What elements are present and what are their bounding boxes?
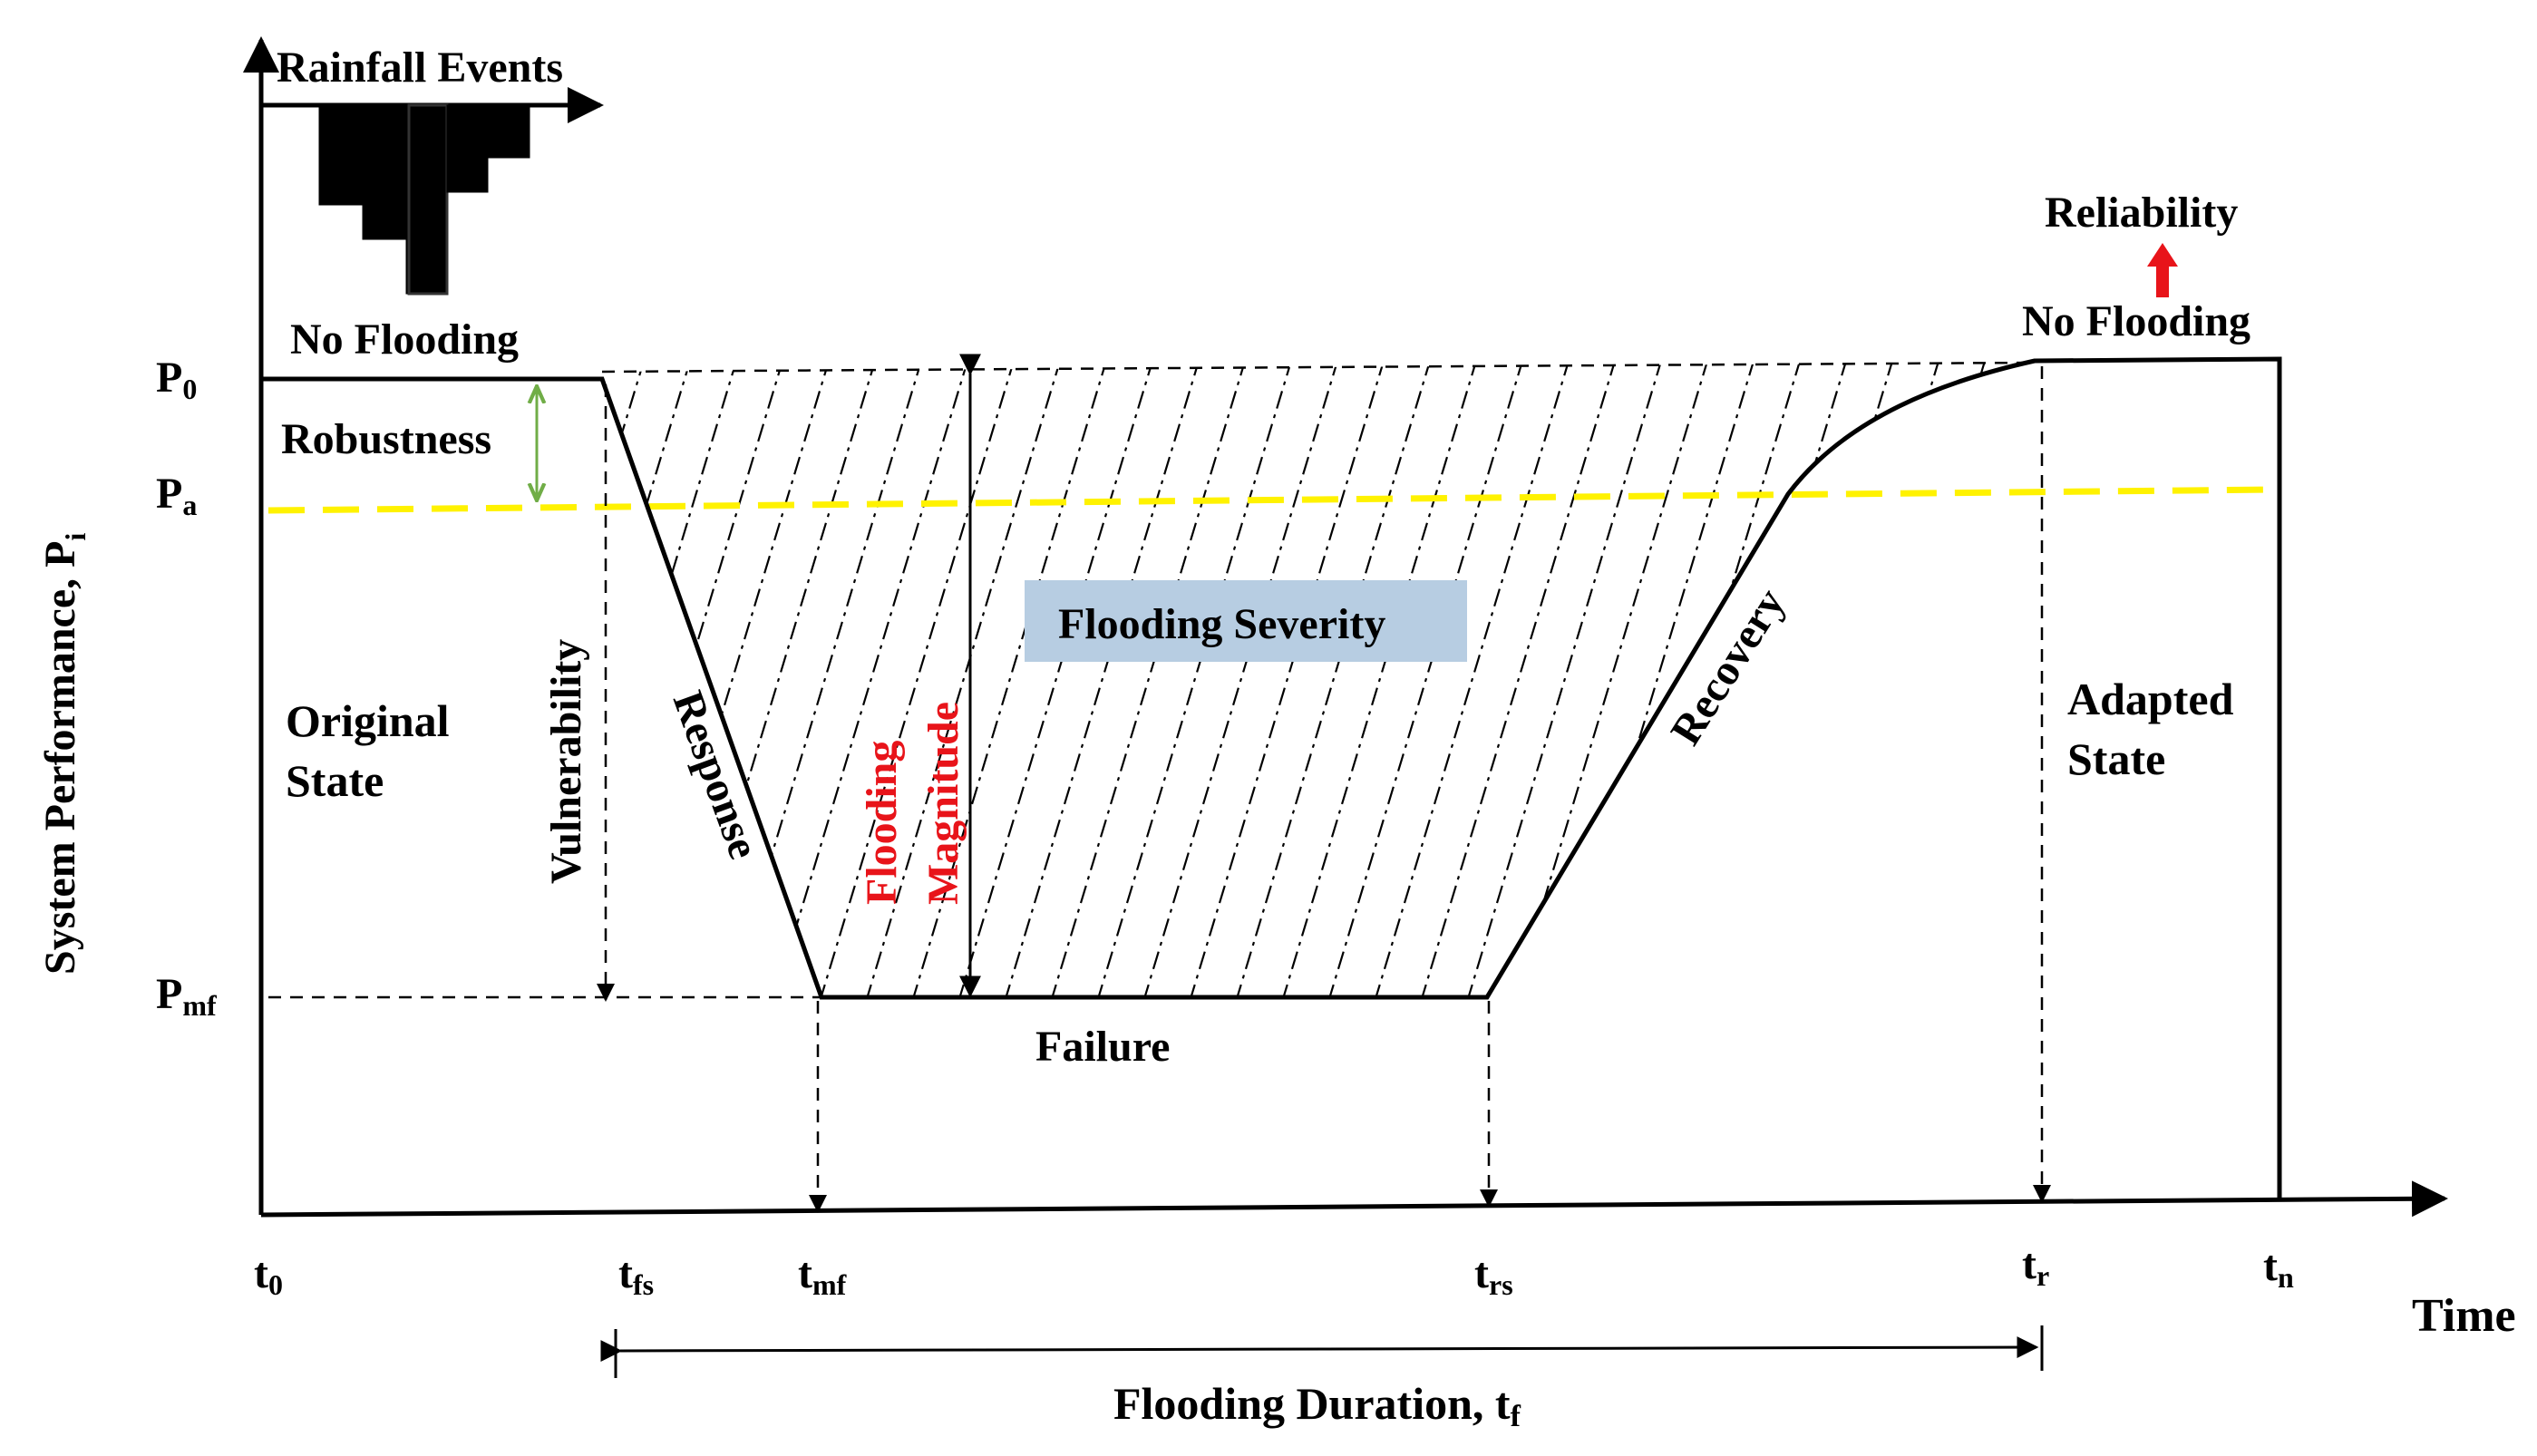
rainfall-hyetograph (318, 103, 530, 296)
reliability-arrow (2147, 243, 2178, 297)
flooding-magnitude-label-line2: Magnitude (919, 702, 967, 905)
response-label: Response (664, 685, 768, 866)
system-performance-curve (263, 356, 2282, 1199)
flooding-magnitude-label-line1: Flooding (858, 741, 906, 905)
failure-label: Failure (1035, 1023, 1170, 1071)
reliability-label: Reliability (2045, 189, 2238, 237)
x-tick-tfs: tfs (618, 1249, 654, 1301)
original-state-label-line1: Original (286, 695, 450, 746)
hatch-line (1280, 363, 1479, 995)
hatch-line (1003, 363, 1201, 995)
no-flooding-right-label: No Flooding (2022, 297, 2250, 345)
no-flooding-left-label: No Flooding (290, 315, 519, 364)
p0-reference-line (601, 361, 2036, 374)
original-state-label-line2: State (286, 755, 384, 806)
y-tick-pa: Pa (156, 470, 197, 521)
hatch-line (1650, 363, 1849, 995)
hatch-line (1881, 363, 2035, 995)
x-tick-t0: t0 (254, 1249, 283, 1301)
hatch-line (1142, 363, 1340, 995)
hatch-line (1234, 363, 1433, 995)
robustness-label: Robustness (281, 415, 491, 463)
hatch-line (1419, 363, 1618, 995)
flooding-severity-hatch (602, 363, 2035, 995)
x-axis (260, 1180, 2448, 1218)
hatch-line (633, 363, 831, 995)
rainfall-events-label: Rainfall Events (277, 44, 563, 92)
hatch-line (1512, 363, 1710, 995)
x-tick-trs: trs (1474, 1249, 1513, 1301)
x-tick-tr: tr (2022, 1240, 2049, 1292)
x-tick-tmf: tmf (798, 1249, 847, 1301)
flooding-severity-box (1025, 580, 1467, 662)
hatch-line (1049, 363, 1248, 995)
hatch-line (602, 363, 785, 995)
adapted-state-label-line1: Adapted (2067, 674, 2234, 724)
hatch-line (1465, 363, 1664, 995)
flooding-severity-label: Flooding Severity (1058, 600, 1385, 648)
adapted-state-label-line2: State (2067, 733, 2165, 784)
y-axis-title: System Performance, Pi (36, 533, 92, 975)
hatch-line (818, 363, 1016, 995)
hatch-line (1327, 363, 1525, 995)
hatch-line (602, 363, 693, 995)
y-tick-p0: P0 (156, 354, 197, 405)
vulnerability-label: Vulnerability (542, 639, 590, 884)
hatch-line (1835, 363, 2034, 995)
hatch-line (772, 363, 970, 995)
hatch-line (1095, 363, 1294, 995)
pa-threshold-line (267, 486, 2275, 514)
hatch-line (1743, 363, 1941, 995)
hatch-line (957, 363, 1155, 995)
x-tick-tn: tn (2263, 1242, 2294, 1294)
hatch-line (1373, 363, 1571, 995)
x-axis-title: Time (2412, 1290, 2516, 1342)
hatch-line (1789, 363, 1988, 995)
flooding-duration-bracket (600, 1325, 2044, 1378)
hatch-line (910, 363, 1109, 995)
recovery-label: Recovery (1661, 580, 1794, 753)
y-tick-pmf: Pmf (156, 970, 217, 1022)
flooding-duration-label: Flooding Duration, tf (1113, 1378, 1521, 1433)
hatch-line (1188, 363, 1386, 995)
